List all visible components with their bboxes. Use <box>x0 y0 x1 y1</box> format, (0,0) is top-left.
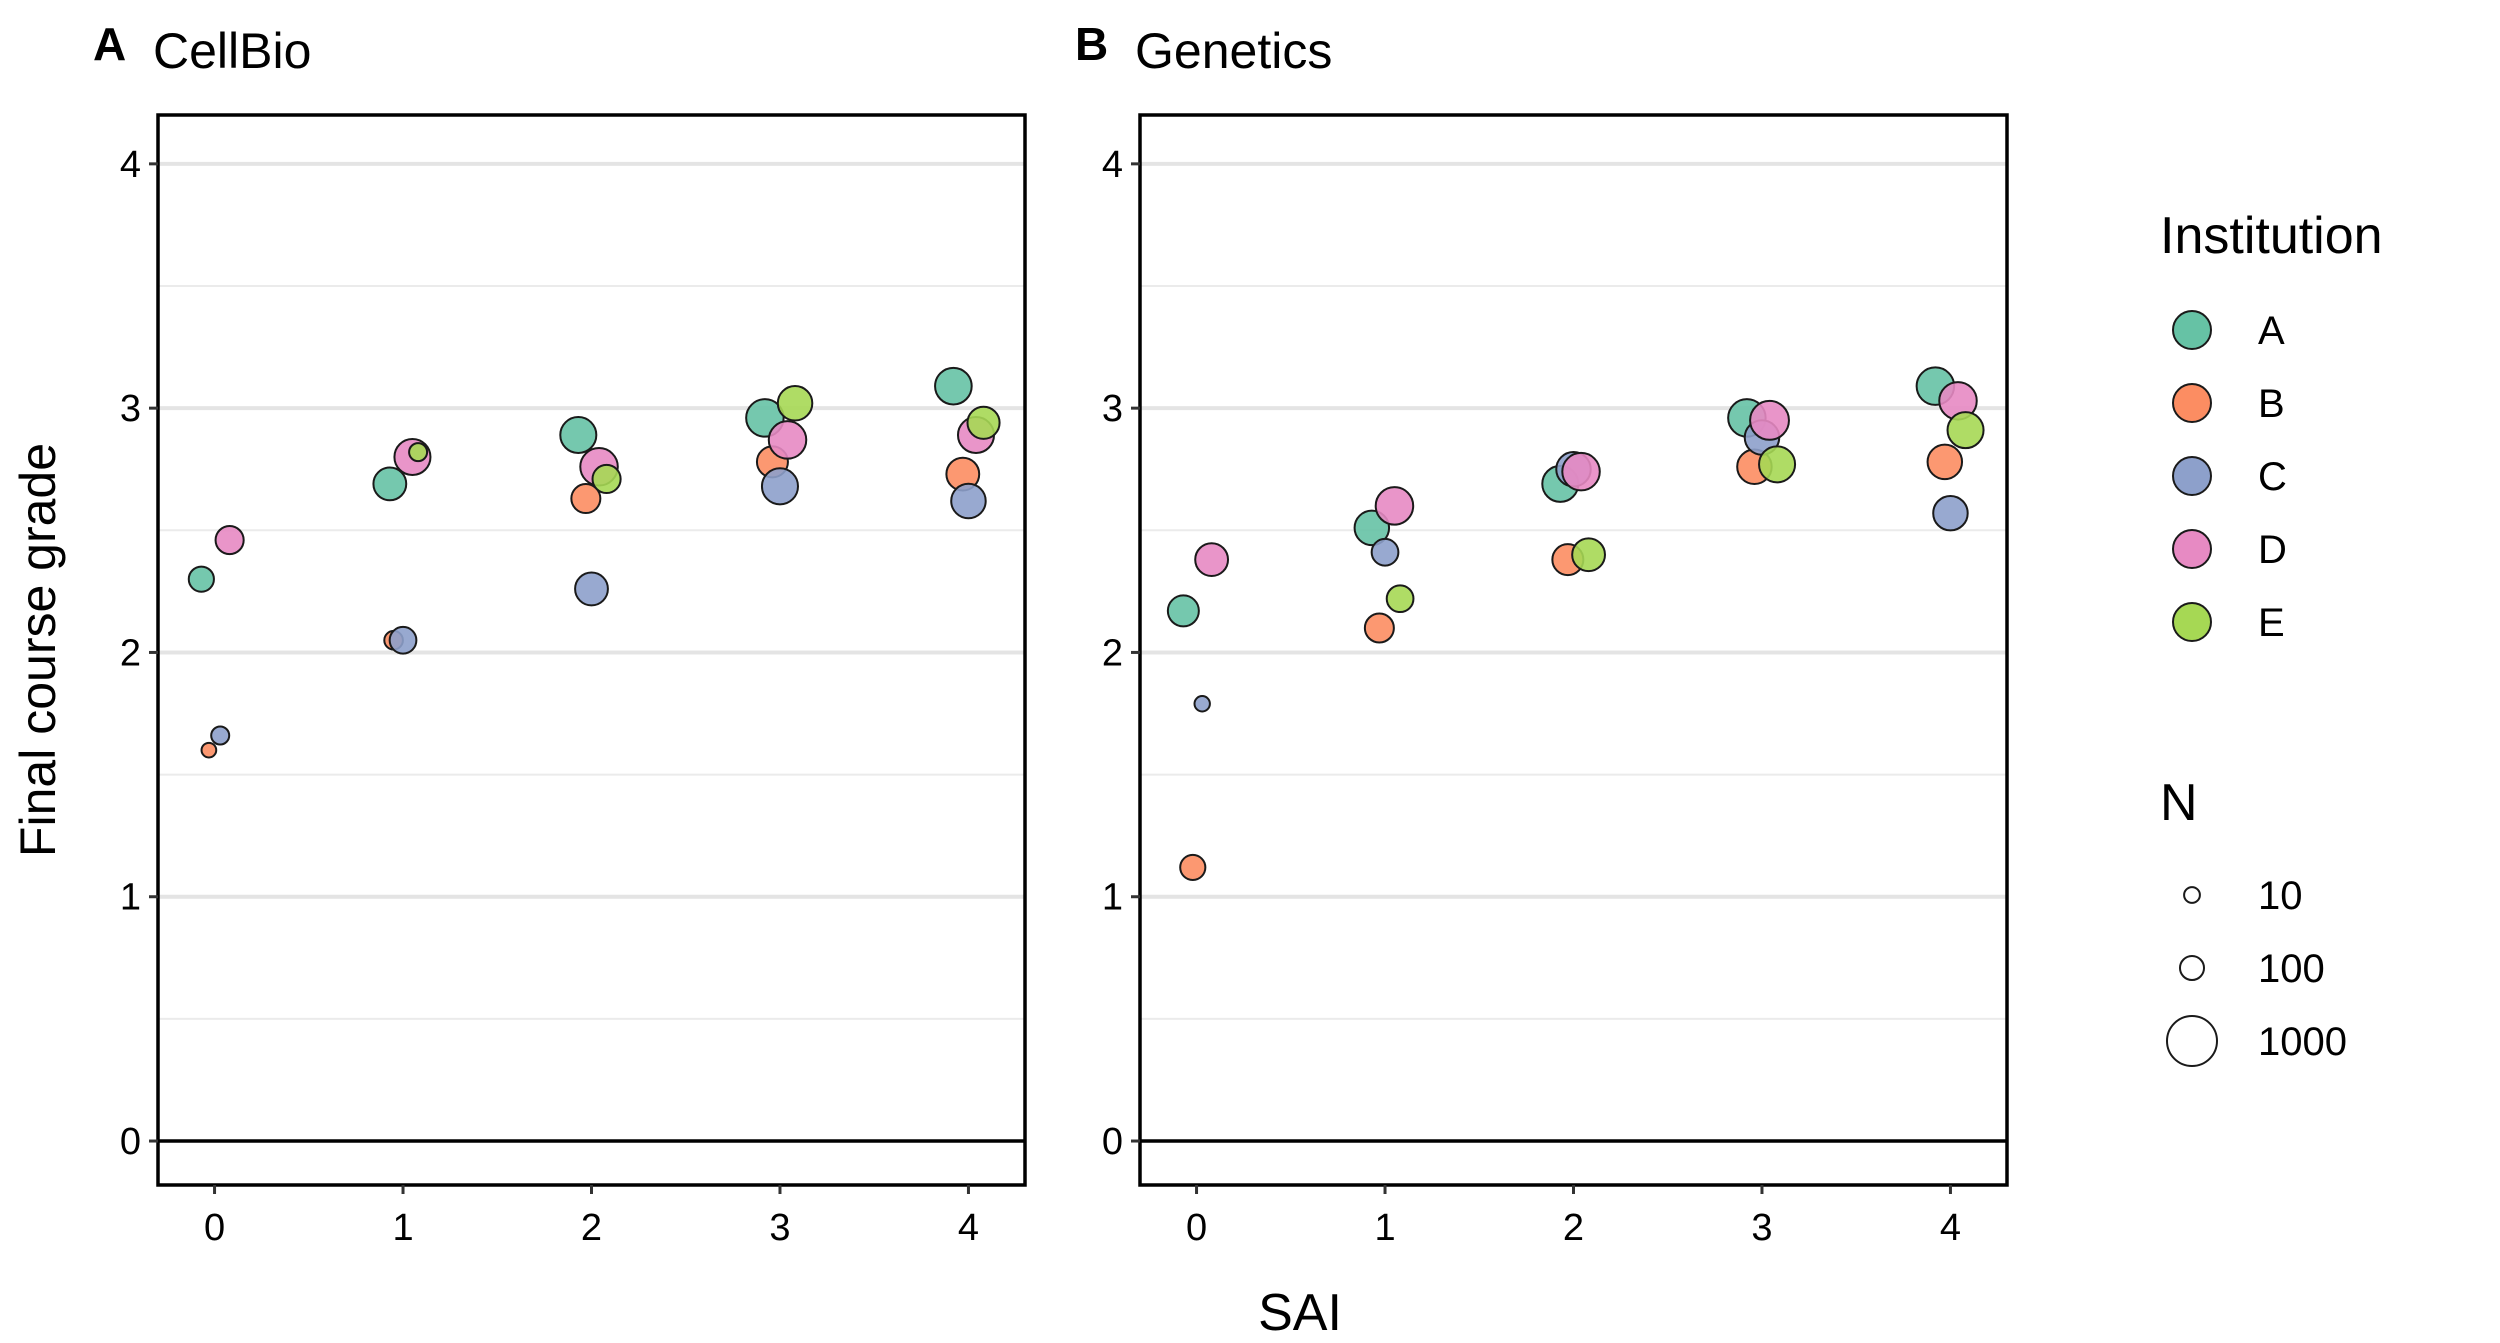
point-E <box>966 405 1001 440</box>
point-C <box>574 571 609 607</box>
panel-frame <box>156 113 1027 1187</box>
point-B <box>200 741 218 759</box>
point-D <box>1749 399 1790 441</box>
y-tick-label: 0 <box>1102 1121 1123 1163</box>
x-axis-label: SAI <box>1258 1284 1342 1342</box>
y-tick-label: 1 <box>1102 877 1123 919</box>
point-C <box>388 625 418 655</box>
point-B <box>570 483 602 515</box>
legend-size-key <box>2178 954 2206 982</box>
x-tick-label: 3 <box>1751 1207 1772 1249</box>
point-E <box>591 463 622 495</box>
panel-title: CellBio <box>153 23 311 79</box>
point-C <box>1932 494 1969 532</box>
panel-B: 0 1 2 3 4 0 1 2 3 4 B Genetics <box>1075 18 2009 1249</box>
panel-letter: B <box>1075 18 1108 70</box>
legend-key-C <box>2172 456 2212 496</box>
point-A <box>559 416 598 455</box>
panel-letter: A <box>93 18 126 70</box>
x-tick-label: 4 <box>1940 1207 1961 1249</box>
x-tick-label: 0 <box>1186 1207 1207 1249</box>
x-tick-label: 1 <box>1374 1207 1395 1249</box>
y-tick-label: 1 <box>120 877 141 919</box>
point-B <box>1179 853 1207 882</box>
point-E <box>408 442 429 463</box>
y-tick-label: 4 <box>120 144 141 186</box>
x-tick-label: 0 <box>204 1207 225 1249</box>
point-D <box>767 420 808 460</box>
y-tick-label: 2 <box>1102 632 1123 674</box>
x-tick-label: 3 <box>769 1207 790 1249</box>
legend-label-C: C <box>2258 455 2287 499</box>
point-B <box>1926 443 1964 481</box>
point-E <box>1385 584 1415 614</box>
point-A <box>934 366 973 406</box>
y-tick-label: 3 <box>120 388 141 430</box>
legend-label-D: D <box>2258 528 2287 572</box>
legend-size-label: 100 <box>2258 947 2325 991</box>
legend-label-B: B <box>2258 382 2285 426</box>
point-C <box>1193 695 1211 713</box>
legend-key-E <box>2172 602 2212 642</box>
x-tick-label: 1 <box>392 1207 413 1249</box>
legend-key-B <box>2172 383 2212 423</box>
point-C <box>950 482 987 520</box>
x-tick-label: 4 <box>958 1207 979 1249</box>
panel-frame <box>1138 113 2009 1187</box>
legend-title-n: N <box>2160 774 2198 832</box>
point-E <box>1571 537 1606 573</box>
point-C <box>1370 537 1400 567</box>
legend-title-institution: Institution <box>2160 207 2383 265</box>
legend-size-label: 1000 <box>2258 1020 2347 1064</box>
legend-label-E: E <box>2258 601 2285 645</box>
legend-size-key <box>2166 1015 2218 1067</box>
point-D <box>1561 451 1601 492</box>
point-E <box>776 385 814 422</box>
legend-label-A: A <box>2258 309 2285 353</box>
y-tick-label: 0 <box>120 1121 141 1163</box>
y-axis-label: Final course grade <box>10 443 66 857</box>
y-tick-label: 4 <box>1102 144 1123 186</box>
point-D <box>1374 486 1415 526</box>
y-tick-label: 3 <box>1102 388 1123 430</box>
legend-key-A <box>2172 310 2212 350</box>
point-C <box>760 467 799 506</box>
point-E <box>1946 411 1985 450</box>
point-D <box>214 525 245 556</box>
legend-size-key <box>2183 886 2201 904</box>
point-A <box>372 466 408 502</box>
panel-A: 0 1 2 3 4 0 1 2 3 4 A CellBio <box>93 18 1027 1249</box>
panel-title: Genetics <box>1135 23 1332 79</box>
point-B <box>1363 612 1395 644</box>
legend-size-label: 10 <box>2258 874 2303 918</box>
point-A <box>1166 594 1200 628</box>
point-C <box>210 725 231 746</box>
x-tick-label: 2 <box>581 1207 602 1249</box>
y-tick-label: 2 <box>120 632 141 674</box>
legend-key-D <box>2172 529 2212 569</box>
point-A <box>187 565 215 593</box>
point-E <box>1758 445 1797 484</box>
x-tick-label: 2 <box>1563 1207 1584 1249</box>
point-D <box>1194 542 1230 578</box>
